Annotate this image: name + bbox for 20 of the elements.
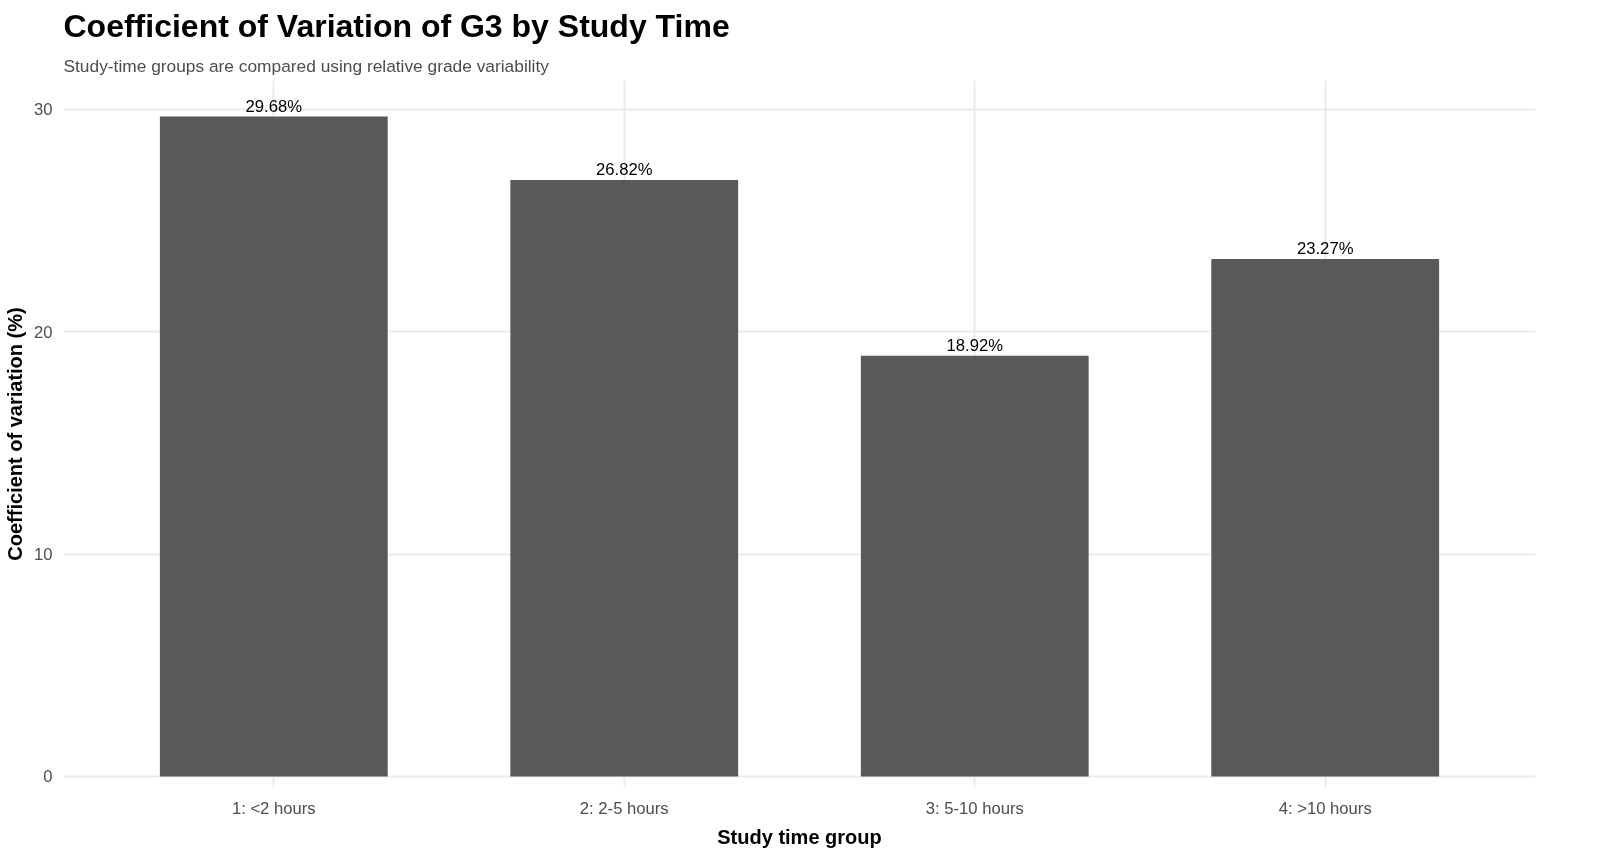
y-tick-label: 0 [43,767,53,787]
y-tick-label: 30 [33,100,53,120]
x-tick-label: 1: <2 hours [231,798,316,818]
x-tick-label: 2: 2-5 hours [579,798,669,818]
data-label: 26.82% [596,160,653,180]
x-tick-label: 4: >10 hours [1278,798,1372,818]
data-label: 18.92% [946,335,1004,355]
x-tick-label: 3: 5-10 hours [925,798,1024,818]
bar [510,180,739,777]
data-label: 23.27% [1296,239,1354,259]
y-tick-label: 10 [33,545,53,565]
chart-subtitle: Study-time groups are compared using relative grade variability [63,55,550,76]
data-label: 29.68% [245,96,303,116]
bar [1211,259,1440,777]
y-axis-title: Coefficient of variation (%) [3,307,26,561]
bar [159,116,388,777]
x-axis-title: Study time group [717,825,882,848]
y-tick-label: 20 [33,322,53,342]
bar [860,355,1089,777]
chart-title: Coefficient of Variation of G3 by Study Time [63,7,730,44]
